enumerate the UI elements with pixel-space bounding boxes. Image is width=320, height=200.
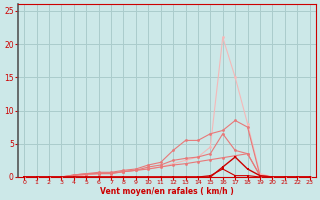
X-axis label: Vent moyen/en rafales ( km/h ): Vent moyen/en rafales ( km/h ) bbox=[100, 187, 234, 196]
